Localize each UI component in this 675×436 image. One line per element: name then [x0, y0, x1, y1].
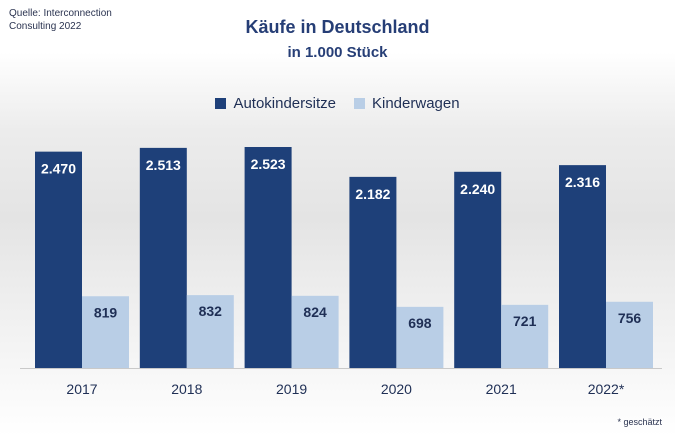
data-label-kinderwagen-2021: 721	[513, 313, 537, 329]
x-tick-label-2018: 2018	[171, 381, 202, 397]
legend-swatch-autokindersitze	[215, 98, 227, 109]
legend-label-kinderwagen: Kinderwagen	[372, 95, 460, 112]
bar-autokindersitze-2019	[244, 147, 292, 368]
source-note: Quelle: Interconnection Consulting 2022	[9, 8, 112, 32]
bar-kinderwagen-2017	[82, 296, 129, 368]
x-tick-label-2019: 2019	[276, 381, 307, 397]
data-label-kinderwagen-2019: 824	[303, 304, 327, 320]
data-label-autokindersitze-2019: 2.523	[251, 156, 286, 172]
data-label-kinderwagen-2018: 832	[199, 303, 223, 319]
legend-label-autokindersitze: Autokindersitze	[233, 95, 336, 112]
data-label-autokindersitze-2021: 2.240	[460, 181, 495, 197]
x-tick-label-2017: 2017	[66, 381, 97, 397]
bar-autokindersitze-2018	[139, 147, 187, 368]
data-label-autokindersitze-2017: 2.470	[41, 161, 76, 177]
legend: Autokindersitze Kinderwagen	[0, 95, 675, 112]
data-label-kinderwagen-2020: 698	[408, 315, 432, 331]
chart-title: Käufe in Deutschland	[245, 17, 430, 37]
bar-kinderwagen-2020	[396, 306, 444, 368]
bar-autokindersitze-2020	[349, 176, 397, 368]
legend-item-autokindersitze: Autokindersitze	[215, 95, 336, 112]
x-tick-label-2021: 2021	[486, 381, 517, 397]
bar-autokindersitze-2022	[559, 165, 606, 368]
bar-kinderwagen-2021	[501, 304, 549, 368]
bar-kinderwagen-2019	[291, 295, 339, 368]
data-label-kinderwagen-2022: 756	[618, 310, 642, 326]
legend-swatch-kinderwagen	[354, 98, 365, 109]
bar-autokindersitze-2021	[454, 171, 502, 368]
data-label-autokindersitze-2018: 2.513	[146, 157, 181, 173]
data-label-autokindersitze-2020: 2.182	[355, 186, 390, 202]
footnote: * geschätzt	[617, 417, 662, 427]
x-tick-label-2020: 2020	[381, 381, 412, 397]
chart-subtitle: in 1.000 Stück	[287, 44, 388, 61]
bar-kinderwagen-2018	[186, 295, 234, 368]
bar-kinderwagen-2022	[606, 301, 653, 368]
bar-autokindersitze-2017	[35, 151, 82, 368]
x-tick-label-2022: 2022*	[588, 381, 625, 397]
data-label-kinderwagen-2017: 819	[94, 304, 118, 320]
legend-item-kinderwagen: Kinderwagen	[354, 95, 460, 112]
data-label-autokindersitze-2022: 2.316	[565, 174, 600, 190]
